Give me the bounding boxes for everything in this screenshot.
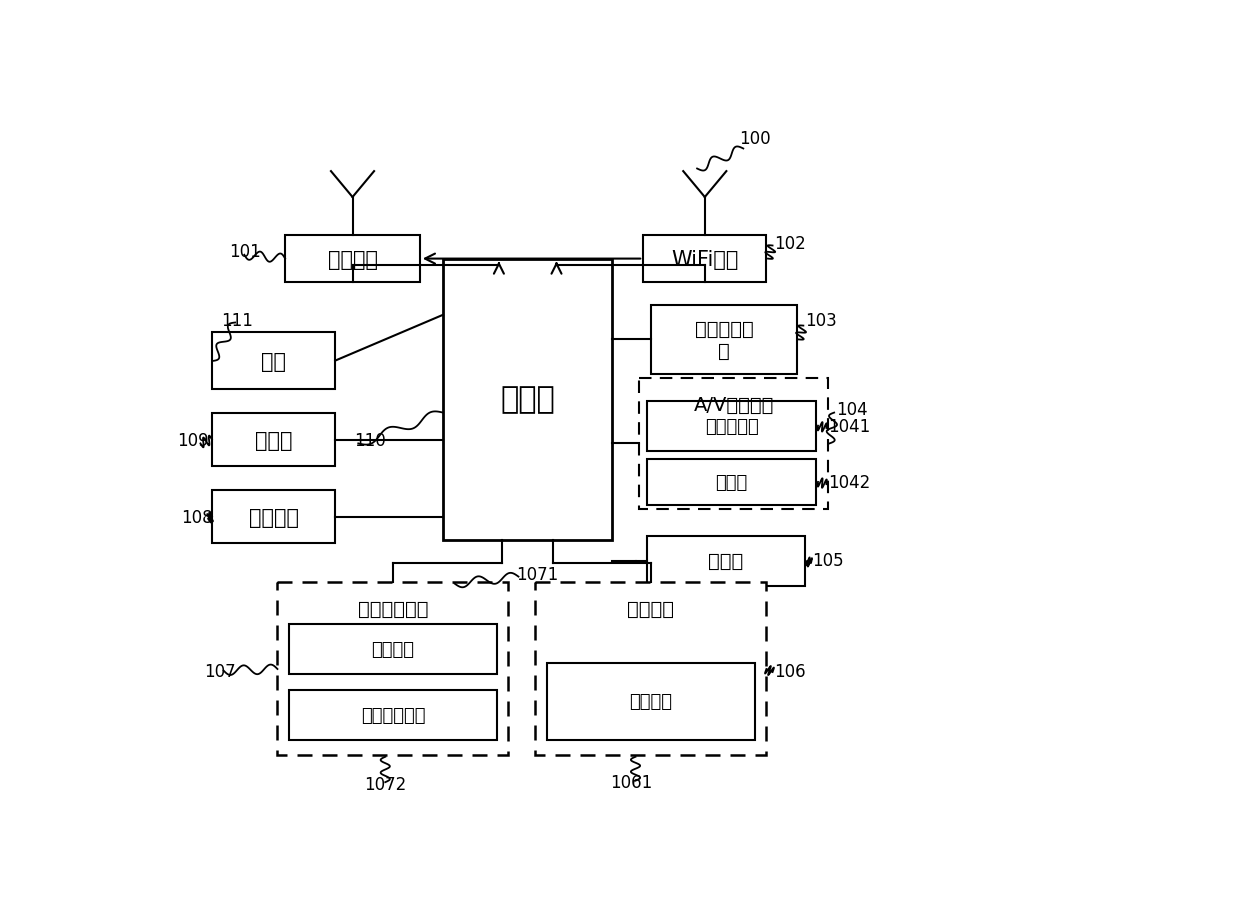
- Bar: [212, 333, 335, 390]
- Text: 109: 109: [177, 431, 210, 449]
- Text: 显示面板: 显示面板: [630, 692, 672, 711]
- Text: 麦克风: 麦克风: [715, 474, 748, 491]
- Bar: [289, 690, 497, 740]
- Text: 用户输入单元: 用户输入单元: [357, 599, 428, 619]
- Text: A/V输入单元: A/V输入单元: [693, 395, 774, 415]
- Text: 106: 106: [774, 661, 806, 680]
- Bar: [547, 663, 755, 740]
- Text: 104: 104: [836, 400, 867, 418]
- Text: 音频输出单
元: 音频输出单 元: [694, 320, 754, 361]
- Text: 接口单元: 接口单元: [248, 507, 299, 527]
- Bar: [285, 236, 420, 282]
- Bar: [651, 305, 797, 374]
- Text: 电源: 电源: [262, 352, 286, 371]
- Text: 102: 102: [774, 235, 806, 253]
- Bar: [278, 582, 508, 755]
- Text: 110: 110: [355, 431, 386, 449]
- Text: 111: 111: [221, 312, 253, 330]
- Text: 传感器: 传感器: [708, 552, 744, 570]
- Bar: [443, 260, 613, 540]
- Text: 存储器: 存储器: [255, 430, 293, 450]
- Text: 其他输入设备: 其他输入设备: [361, 706, 425, 724]
- Text: 1072: 1072: [365, 775, 407, 793]
- Bar: [536, 582, 766, 755]
- Text: 105: 105: [812, 552, 844, 569]
- Text: 图形处理器: 图形处理器: [704, 417, 759, 435]
- Text: 1071: 1071: [516, 566, 558, 584]
- Bar: [647, 537, 805, 586]
- Text: 触控面板: 触控面板: [372, 640, 414, 659]
- Bar: [647, 402, 816, 452]
- Text: 107: 107: [205, 661, 236, 680]
- Bar: [640, 379, 828, 509]
- Text: 1041: 1041: [828, 417, 870, 435]
- Text: 处理器: 处理器: [500, 385, 556, 415]
- Text: 射频单元: 射频单元: [327, 250, 377, 270]
- Text: 100: 100: [739, 129, 771, 148]
- Text: WiFi模块: WiFi模块: [671, 250, 739, 270]
- Bar: [212, 413, 335, 467]
- Text: 108: 108: [181, 508, 213, 526]
- Text: 1042: 1042: [828, 474, 870, 491]
- Bar: [212, 490, 335, 544]
- Text: 1061: 1061: [610, 773, 652, 792]
- Text: 显示单元: 显示单元: [627, 599, 675, 619]
- Bar: [647, 459, 816, 506]
- Text: 101: 101: [229, 242, 260, 261]
- Bar: [644, 236, 766, 282]
- Text: 103: 103: [805, 312, 837, 330]
- Bar: [289, 625, 497, 675]
